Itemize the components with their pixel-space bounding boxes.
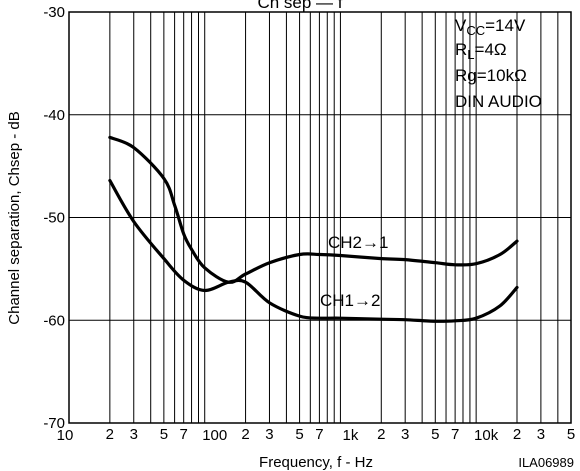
x-minor-tick-label: 3 (130, 426, 138, 443)
x-minor-tick-label: 2 (377, 426, 385, 443)
x-major-tick-label: 10 (57, 427, 74, 444)
y-tick-label: -40 (43, 107, 65, 124)
tick-labels: -30-40-50-60-702 3 5 7 2 3 5 7 2 3 5 7 2 3 510 100 1k 10k (43, 4, 575, 444)
conditions-legend: VCC=14V RL=4Ω Rg=10kΩ DIN AUDIO (455, 16, 542, 111)
x-major-tick-label: 100 (202, 427, 227, 444)
y-axis-label: Channel separation, Chsep - dB (6, 111, 23, 324)
chart-title: Ch sep — f (257, 0, 342, 12)
series-ch1-to-2-line (108, 178, 519, 323)
series-ch1-to-2-label: CH1→2 (320, 291, 380, 310)
x-major-tick-label: 1k (343, 427, 359, 444)
x-minor-tick-label: 5 (160, 426, 168, 443)
x-minor-tick-label: 2 (513, 426, 521, 443)
y-tick-label: -30 (43, 4, 65, 21)
y-tick-label: -50 (43, 210, 65, 227)
x-minor-tick-label: 3 (401, 426, 409, 443)
x-minor-tick-label: 7 (451, 426, 459, 443)
x-minor-tick-label: 2 (106, 426, 114, 443)
x-minor-tick-label: 7 (315, 426, 323, 443)
condition-rl: RL=4Ω (455, 40, 507, 62)
x-axis-label: Frequency, f - Hz (259, 454, 373, 471)
condition-vcc: VCC=14V (455, 16, 526, 38)
condition-rg: Rg=10kΩ (455, 66, 527, 85)
x-minor-tick-label: 5 (431, 426, 439, 443)
x-major-tick-label: 10k (474, 427, 499, 444)
plot-frame (68, 11, 572, 424)
condition-din-audio: DIN AUDIO (455, 92, 542, 111)
x-minor-tick-label: 3 (537, 426, 545, 443)
y-tick-label: -70 (43, 415, 65, 432)
x-minor-tick-label: 2 (241, 426, 249, 443)
x-minor-tick-label: 3 (265, 426, 273, 443)
series-ch2-to-1-label: CH2→1 (328, 233, 388, 252)
data-curves (108, 135, 519, 323)
x-minor-tick-label: 5 (295, 426, 303, 443)
y-tick-label: -60 (43, 312, 65, 329)
x-minor-tick-label: 7 (180, 426, 188, 443)
series-ch2-to-1-line (108, 135, 519, 284)
figure-code: ILA06989 (518, 455, 574, 470)
x-minor-tick-label: 5 (567, 426, 575, 443)
